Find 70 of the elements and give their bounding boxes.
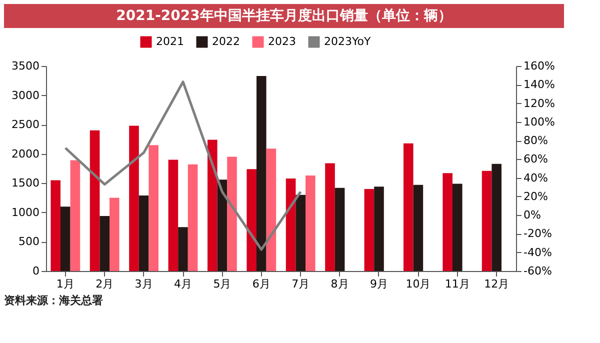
bar [404, 143, 414, 271]
bar [70, 160, 80, 271]
bar [178, 227, 188, 271]
bar [110, 198, 120, 271]
y2-tick-label: 60% [524, 152, 548, 166]
y-tick-label: 2500 [12, 118, 40, 132]
x-tick-label: 2月 [96, 278, 114, 290]
x-tick-label: 12月 [484, 278, 510, 290]
bar [100, 216, 110, 271]
bar [60, 206, 70, 271]
y-tick-label: 3500 [12, 60, 40, 72]
y-tick-label: 500 [18, 235, 40, 248]
y2-tick-label: 140% [524, 78, 555, 92]
bar [286, 178, 296, 271]
line-series [64, 80, 302, 251]
x-tick-label: 1月 [56, 278, 74, 290]
bar [413, 184, 424, 271]
bar [148, 145, 158, 271]
bar [325, 163, 335, 271]
x-tick-label: 4月 [174, 278, 192, 290]
y2-tick-label: 100% [524, 115, 555, 128]
x-tick-label: 9月 [370, 278, 388, 290]
y2-tick-label: 120% [524, 96, 555, 110]
y-tick-label: 2000 [12, 147, 40, 160]
text: 资料来源：海关总署 [4, 294, 103, 307]
bar [217, 180, 228, 271]
bar [296, 194, 306, 271]
y-tick-label: 3000 [12, 88, 40, 102]
y2-tick-label: 0% [524, 208, 541, 222]
y2-tick-label: -40% [524, 246, 552, 259]
bar [364, 189, 374, 271]
bar [442, 173, 452, 271]
legend-label: 2022 [212, 35, 240, 48]
x-tick-label: 8月 [330, 278, 349, 290]
y2-tick-label: -20% [524, 227, 552, 240]
bar [334, 188, 345, 271]
bar [90, 130, 100, 271]
legend-label: 2023YoY [324, 35, 371, 48]
legend-label: 2021 [156, 35, 184, 48]
bar [208, 140, 218, 271]
bar [482, 170, 492, 271]
x-tick-label: 11月 [444, 278, 470, 290]
y-tick-label: 1500 [12, 176, 40, 190]
bar [306, 176, 316, 271]
bar [246, 169, 256, 271]
y2-tick-label: 160% [524, 60, 555, 72]
x-tick-label: 3月 [134, 278, 153, 290]
x-tick-label: 7月 [292, 278, 310, 290]
y2-tick-label: -60% [524, 264, 552, 278]
bar [227, 156, 237, 271]
y-tick-label: 0 [32, 264, 40, 278]
y-tick-label: 1000 [12, 206, 40, 219]
bar [492, 164, 502, 271]
bar [266, 148, 276, 271]
bar [50, 180, 61, 271]
bar [168, 160, 178, 271]
bar [129, 126, 139, 271]
y2-tick-label: 40% [524, 171, 548, 184]
legend-label: 2023 [268, 35, 296, 48]
bar [188, 164, 198, 271]
y2-tick-label: 20% [524, 190, 548, 203]
x-tick-label: 10月 [406, 278, 431, 290]
bar [256, 76, 266, 271]
y2-tick-label: 80% [524, 134, 548, 148]
chart-title: 2021-2023年中国半挂车月度出口销量（单位：辆） [116, 7, 452, 24]
x-tick-label: 5月 [213, 278, 232, 290]
bar [138, 195, 149, 271]
x-tick-label: 6月 [252, 278, 270, 290]
bar [452, 184, 462, 271]
bar [374, 186, 384, 271]
